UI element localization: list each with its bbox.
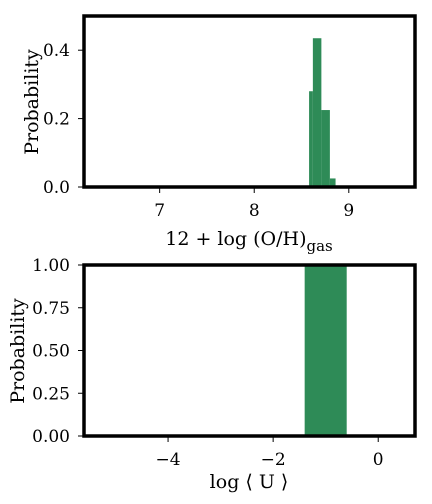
x-tick-label-metallicity-2: 9 [343,201,354,221]
y-tick-label-ionization-4: 1.00 [32,256,70,276]
y-tick-label-metallicity-2: 0.4 [43,41,70,61]
plot-frame-ionization [82,263,417,438]
histogram-bar-metallicity-2 [321,110,330,187]
y-axis-label-ionization: Probability [7,298,29,404]
histogram-bar-metallicity-1 [312,38,322,188]
y-ticks-metallicity: 0.0 0.2 0.4 [43,41,84,198]
x-tick-label-metallicity-0: 7 [154,201,165,221]
y-ticks-ionization: 0.00 0.25 0.50 0.75 1.00 [32,256,84,447]
x-ticks-ionization: −4 −2 0 [156,436,384,470]
panel-ionization: −4 −2 0 0.00 0.25 0.50 0.75 1.00 log ⟨ U ⟩ Pro… [7,256,417,493]
x-tick-label-ionization-1: −2 [261,450,286,470]
y-tick-label-metallicity-1: 0.2 [43,110,70,130]
x-tick-label-ionization-2: 0 [373,450,384,470]
histogram-bar-metallicity-0 [309,91,313,187]
histogram-bar-ionization-0 [304,265,347,436]
x-axis-label-ionization: log ⟨ U ⟩ [210,471,289,493]
y-tick-label-ionization-2: 0.50 [32,342,70,362]
x-ticks-metallicity: 7 8 9 [154,187,354,221]
y-tick-label-metallicity-0: 0.0 [43,178,70,198]
y-axis-label-metallicity: Probability [21,49,43,155]
y-tick-label-ionization-1: 0.25 [32,384,70,404]
y-tick-label-ionization-3: 0.75 [32,299,70,319]
x-tick-label-ionization-0: −4 [156,450,181,470]
histogram-bars-metallicity [309,38,336,188]
y-tick-label-ionization-0: 0.00 [32,427,70,447]
histogram-bar-metallicity-3 [329,178,336,187]
panel-metallicity: 7 8 9 0.0 0.2 0.4 12 + log (O/H)gas Probabil… [21,14,417,255]
plot-frame-metallicity [82,14,417,189]
x-tick-label-metallicity-1: 8 [249,201,260,221]
x-axis-label-metallicity: 12 + log (O/H)gas [165,228,333,255]
histogram-bars-ionization [304,265,347,436]
